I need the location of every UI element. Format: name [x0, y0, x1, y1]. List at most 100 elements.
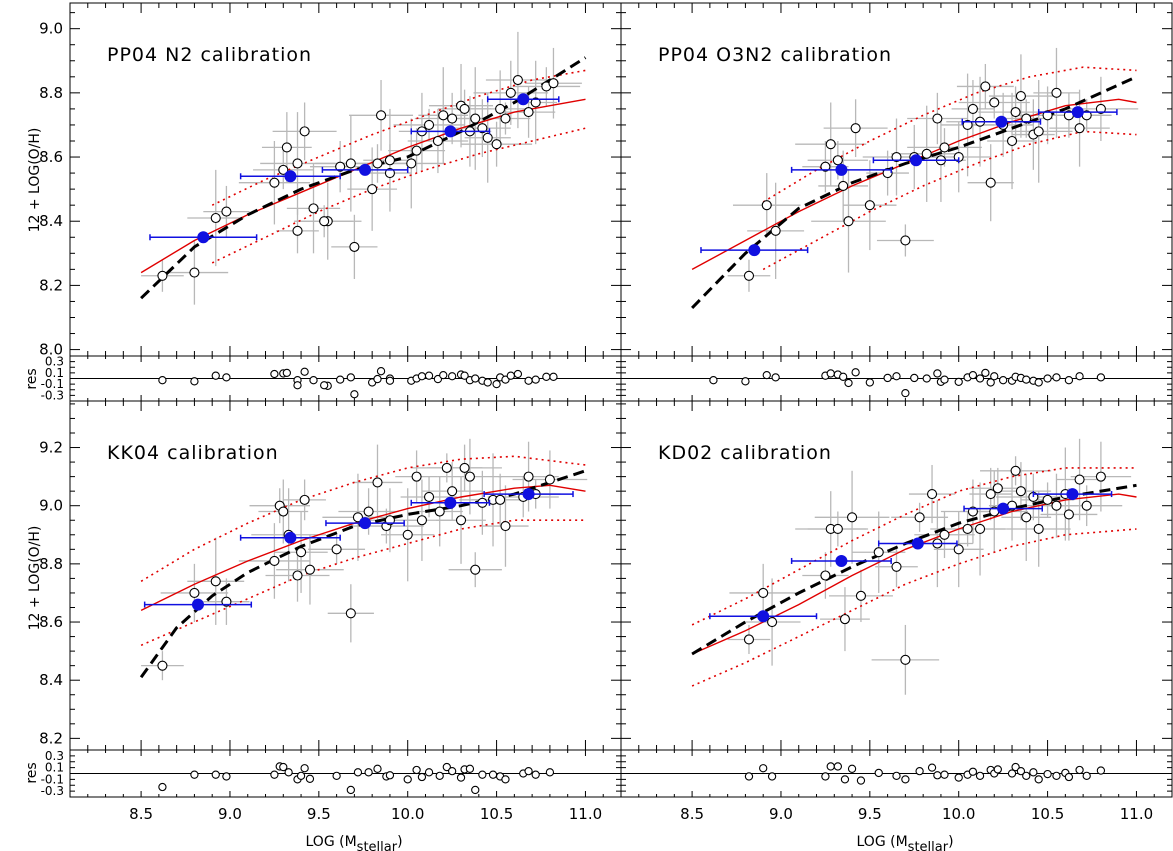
panel-3: 8.2 8.4 8.6 8.8 9.0 9.2 0.30.1-0.1-0.3 KK04 cal… [39, 400, 622, 851]
data-point [523, 107, 534, 118]
data-point [1021, 512, 1032, 523]
residual-point [883, 373, 892, 383]
x-tick-label: 10.0 [942, 805, 975, 823]
residual-point [847, 764, 857, 773]
binned-point [757, 610, 770, 623]
residual-point [376, 367, 386, 376]
res-tick-label: -0.3 [41, 388, 64, 402]
data-point [864, 200, 875, 211]
binned-point [835, 163, 848, 176]
residual-point [471, 374, 480, 383]
y-axis-title: 12 + LOG(O/H) [27, 526, 43, 631]
red-upper-bound-line [140, 455, 586, 582]
data-point [352, 512, 363, 523]
binned-point [1066, 488, 1079, 501]
data-point [495, 103, 506, 114]
residual-point [821, 772, 830, 781]
binned-point [444, 496, 457, 509]
residual-point [839, 372, 848, 381]
residual-point [709, 376, 718, 385]
residual-point [741, 377, 750, 386]
data-point [839, 614, 851, 625]
red-lower-bound-line [691, 528, 1137, 687]
panel-4: KD02 calibration 8.5 9.0 9.5 10.0 10.5 11.0 LOG… [620, 400, 1173, 851]
residual-point [279, 762, 288, 772]
residual-point [975, 771, 985, 780]
binned-point [995, 115, 1008, 128]
data-point [850, 123, 861, 134]
data-point [423, 491, 435, 503]
data-point [900, 235, 911, 246]
residual-point [922, 374, 931, 383]
red-upper-bound-line [211, 69, 586, 206]
data-point [402, 529, 413, 540]
x-axis-title-sub: stellar [357, 840, 398, 851]
residual-point [954, 773, 963, 782]
residual-point [901, 388, 910, 398]
residual-point [1022, 771, 1031, 780]
residual-point [460, 371, 469, 380]
residual-point [915, 767, 924, 776]
residual-point [990, 372, 999, 381]
residual-point [403, 775, 412, 784]
binned-point [359, 517, 372, 530]
res-axis-title: res [24, 368, 40, 389]
data-point [455, 515, 467, 526]
y-tick-label: 9.2 [39, 439, 63, 457]
residual-point [222, 772, 231, 781]
panel-1: 8.0 8.2 8.4 8.6 8.8 9.0 0.30.1-0.1-0.3 PP04 N2 … [39, 2, 622, 402]
x-tick-label: 10.5 [480, 805, 513, 823]
data-point [189, 267, 200, 278]
data-point [477, 123, 488, 134]
data-point [375, 110, 387, 121]
data-point [470, 113, 481, 124]
data-point [278, 164, 289, 175]
residual-point [506, 371, 515, 380]
data-point [372, 158, 383, 169]
x-axis-title: LOG (Mstellar) [306, 834, 403, 851]
data-point [292, 570, 303, 581]
plot-area [691, 47, 1139, 309]
data-point [434, 506, 445, 517]
red-fit-line [140, 484, 586, 612]
residual-point [542, 372, 551, 381]
binned-point [284, 531, 297, 544]
data-point [278, 506, 289, 517]
binned-point [835, 554, 848, 567]
residual-point [524, 767, 533, 776]
residual-point [492, 379, 501, 389]
panel-title: PP04 O3N2 calibration [658, 44, 892, 66]
data-point [1033, 126, 1044, 137]
residual-point [320, 381, 329, 390]
residual-point [927, 763, 937, 772]
binned-point [522, 488, 535, 501]
residual-point [1075, 372, 1084, 381]
data-point [1015, 486, 1026, 497]
residual-point [998, 376, 1008, 385]
data-point [980, 81, 991, 92]
residual-point [1043, 769, 1052, 779]
panel-title: PP04 N2 calibration [107, 44, 312, 66]
residual-point [513, 369, 523, 379]
red-upper-bound-line [762, 66, 1137, 203]
residual-point [336, 375, 345, 384]
data-point [530, 97, 541, 108]
residual-point [901, 775, 910, 784]
residual-point [478, 770, 487, 779]
data-point [281, 142, 292, 153]
binned-point [517, 93, 530, 106]
residual-point [417, 372, 427, 381]
data-point [423, 119, 435, 130]
data-point [1081, 500, 1092, 511]
x-tick-label: 9.0 [769, 805, 793, 823]
data-point [832, 155, 843, 166]
data-point [221, 206, 232, 217]
residual-point [346, 785, 355, 795]
data-point [416, 515, 427, 526]
binned-point [997, 502, 1010, 515]
data-point [939, 142, 950, 153]
residual-point [385, 771, 395, 780]
residual-point [1043, 374, 1052, 383]
black-dashed-fit-line [140, 56, 587, 300]
data-point [372, 477, 383, 488]
